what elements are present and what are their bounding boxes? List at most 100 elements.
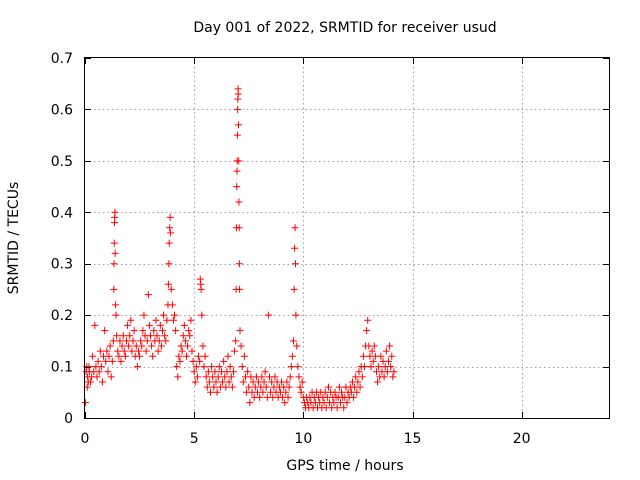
data-point [281,399,289,407]
data-point [236,327,244,335]
data-point [292,311,300,319]
data-point [176,357,184,365]
data-point [130,327,138,335]
data-point [390,368,398,376]
data-point [237,342,245,350]
data-point [140,311,148,319]
data-point [287,363,295,371]
data-point [134,347,142,355]
data-point [144,291,152,299]
data-point [213,388,221,396]
data-point [98,378,106,386]
data-point [284,393,292,401]
data-point [180,321,188,329]
data-point [370,342,378,350]
data-point [197,285,205,293]
data-point [161,332,169,340]
data-point [235,198,243,206]
data-point [235,260,243,268]
data-point [116,337,124,345]
data-point [386,342,394,350]
data-point [120,347,128,355]
data-point [128,347,136,355]
y-tick-label: 0.1 [51,360,73,376]
data-point [106,342,114,350]
data-point [382,347,390,355]
data-point [109,337,117,345]
data-point [229,368,237,376]
data-point [184,342,192,350]
data-point [290,285,298,293]
data-point [363,327,371,335]
data-point [173,363,181,371]
data-point [201,352,209,360]
data-point [245,383,253,391]
data-point [133,363,141,371]
data-point [259,388,267,396]
data-point [111,249,119,257]
data-point [354,378,362,386]
data-point [112,301,120,309]
data-point [122,337,130,345]
data-point [205,378,213,386]
data-point [335,383,343,391]
data-point [210,383,218,391]
data-point [169,316,177,324]
data-point [190,368,198,376]
data-point [143,337,151,345]
data-point [234,105,242,113]
data-point [103,347,111,355]
data-point [152,316,160,324]
data-point [193,373,201,381]
data-point [226,363,234,371]
tick-labels: 0 5 10 15 20 0 0.1 0.2 0.3 0.4 0.5 0.6 0.7 [51,51,531,447]
data-point [233,167,241,175]
data-point [147,332,154,340]
plot-frame [84,57,610,419]
data-point [384,357,392,365]
data-point [221,373,229,381]
data-point [113,332,121,340]
data-point [199,342,207,350]
data-point [260,378,268,386]
data-point [234,90,242,98]
data-point [291,224,299,232]
data-point [137,337,145,345]
data-point [110,260,118,268]
grid-lines [85,58,609,418]
data-point [212,378,220,386]
data-point [117,357,125,365]
data-point [101,327,109,335]
data-point [97,363,105,371]
y-axis-label: SRMTID / TECUs [6,182,22,295]
data-point [350,393,358,401]
chart-title: Day 001 of 2022, SRMTID for receiver usu… [193,20,496,36]
data-point [353,388,361,396]
data-point [164,280,172,288]
data-point [338,388,346,396]
data-point [256,393,264,401]
data-point [352,373,360,381]
data-point [380,373,388,381]
data-point [232,337,240,345]
data-point [360,363,368,371]
data-point [167,285,175,293]
data-point [121,352,129,360]
data-point [179,332,187,340]
data-point [286,373,294,381]
y-tick-label: 0.4 [51,205,73,221]
data-point [336,399,344,407]
data-point [240,352,248,360]
data-points [81,85,398,412]
data-point [227,373,235,381]
data-point [375,363,383,371]
y-tick-label: 0.6 [51,102,73,118]
data-point [359,352,367,360]
data-point [136,352,144,360]
data-point [283,378,291,386]
data-point [183,352,191,360]
data-point [220,357,228,365]
data-point [223,368,231,376]
data-point [203,383,211,391]
